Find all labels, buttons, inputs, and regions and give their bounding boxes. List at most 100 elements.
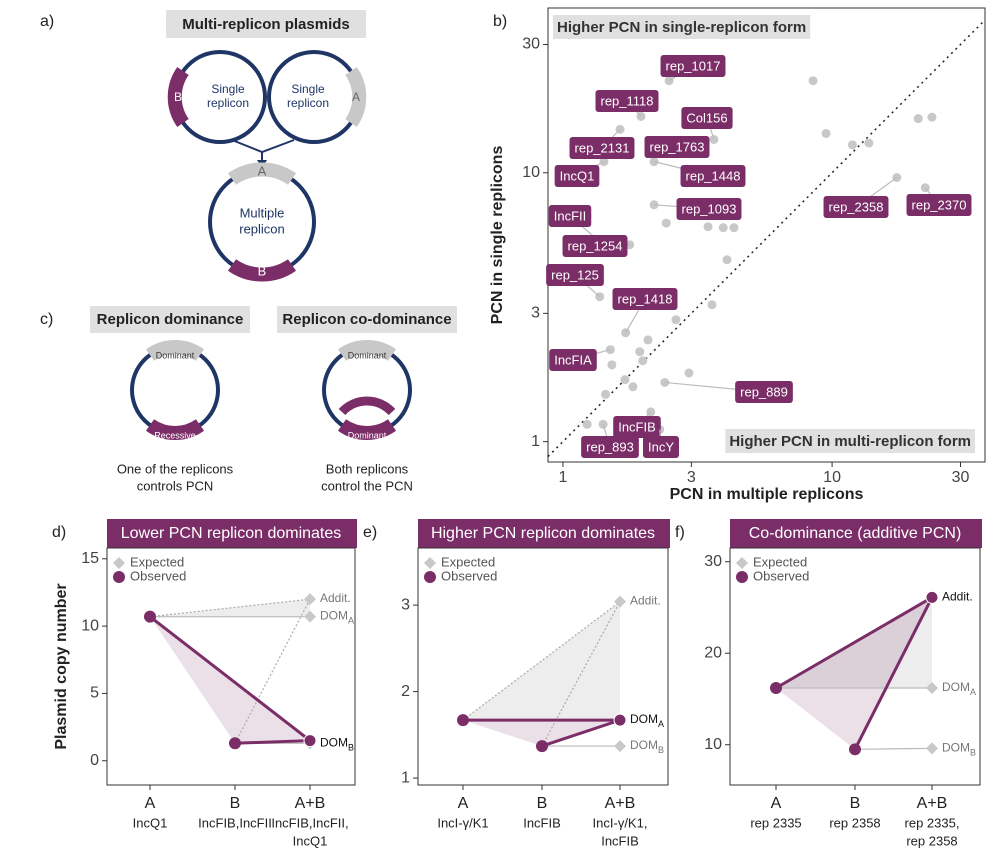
point xyxy=(729,223,739,233)
expected-label-sub: A xyxy=(658,720,664,730)
panel-letter: b) xyxy=(493,13,507,30)
point-label: Col156 xyxy=(686,110,727,125)
point xyxy=(718,223,728,233)
point xyxy=(643,335,653,345)
point-label: IncFIA xyxy=(554,352,592,367)
x-axis-title: PCN in multiple replicons xyxy=(670,486,864,503)
point-label: rep_2131 xyxy=(575,140,630,155)
title-box xyxy=(166,10,366,38)
expected-line xyxy=(234,598,311,744)
observed-point xyxy=(613,713,627,727)
point-label-box xyxy=(735,381,793,403)
expected-label-text: DOM xyxy=(630,738,658,752)
expected-label: DOMB xyxy=(630,738,664,755)
plasmid-text: replicon xyxy=(287,96,329,110)
y-tick-label: 10 xyxy=(81,617,99,634)
title-box xyxy=(90,306,250,333)
legend-swatch xyxy=(424,571,436,583)
expected-point xyxy=(926,682,938,695)
caption: control the PCN xyxy=(321,478,413,493)
replicon-arc xyxy=(145,339,205,361)
point-label-box xyxy=(613,416,661,438)
point xyxy=(582,419,592,429)
y-tick-label: 15 xyxy=(81,550,99,567)
x-tick-label: A xyxy=(771,795,782,812)
point-label-box xyxy=(644,136,710,158)
expected-label-text: Addit. xyxy=(630,594,661,608)
panel-letter: e) xyxy=(363,524,377,541)
point-label-box xyxy=(680,165,746,187)
category-detail: IncFIB,IncFII xyxy=(198,815,272,830)
title-box xyxy=(107,519,357,548)
legend-label: Observed xyxy=(441,568,497,583)
identity-line xyxy=(547,19,986,458)
y-axis-title: Plasmid copy number xyxy=(53,583,70,749)
x-tick-label: A xyxy=(458,795,469,812)
x-tick-label: B xyxy=(230,795,241,812)
point-label-box xyxy=(660,55,726,77)
expected-label-text: DOM xyxy=(942,741,970,755)
point-label-box xyxy=(612,288,678,310)
x-tick-label: 3 xyxy=(687,469,696,486)
legend-label: Expected xyxy=(130,554,184,569)
expected-label-text: DOM xyxy=(320,609,348,623)
point xyxy=(808,76,818,86)
point xyxy=(607,360,617,370)
panel-title: Multi-replicon plasmids xyxy=(182,16,350,33)
point xyxy=(707,300,717,310)
expected-point xyxy=(304,593,316,606)
arc-label: Recessive xyxy=(154,430,196,440)
legend-label: Observed xyxy=(130,568,186,583)
legend-swatch xyxy=(113,557,125,569)
plasmid-text: replicon xyxy=(239,221,285,236)
point-label: rep_893 xyxy=(586,439,634,454)
panel-letter: f) xyxy=(675,524,685,541)
plot-frame xyxy=(547,7,986,463)
y-tick-label: 5 xyxy=(90,685,99,702)
observed-line xyxy=(541,718,621,748)
category-detail: IncFIB xyxy=(601,833,639,848)
panel-letter: a) xyxy=(40,13,54,30)
point-label: rep_1093 xyxy=(682,201,737,216)
x-tick-label: A+B xyxy=(605,795,636,812)
point-label: rep_1254 xyxy=(568,238,623,253)
legend-swatch xyxy=(424,557,436,569)
expected-label-text: Addit. xyxy=(942,590,973,604)
y-tick-label: 10 xyxy=(522,164,540,181)
point xyxy=(661,218,671,228)
point xyxy=(864,138,874,148)
panel-title: Co-dominance (additive PCN) xyxy=(749,525,962,542)
point-label: rep_125 xyxy=(551,267,599,282)
expected-label: DOMB xyxy=(320,735,354,752)
replicon-arc xyxy=(227,162,297,185)
point-label: rep_1118 xyxy=(600,93,653,108)
point-label-box xyxy=(569,137,635,159)
y-tick-label: 2 xyxy=(401,683,410,700)
legend-label: Expected xyxy=(753,554,807,569)
category-detail: IncI-γ/K1 xyxy=(437,815,488,830)
replicon-arc xyxy=(338,396,396,416)
expected-label: DOMA xyxy=(320,609,354,626)
expected-label: Addit. xyxy=(320,591,351,605)
point xyxy=(601,389,611,399)
point xyxy=(671,315,681,325)
point-label-box xyxy=(562,235,628,257)
point xyxy=(620,375,630,385)
point xyxy=(913,114,923,124)
annotation: Higher PCN in multi-replicon form xyxy=(729,433,971,450)
legend-swatch xyxy=(113,571,125,583)
observed-line xyxy=(234,739,311,745)
point-label-box xyxy=(581,436,639,458)
y-tick-label: 0 xyxy=(90,752,99,769)
point-label-box xyxy=(549,349,597,371)
category-detail: IncQ1 xyxy=(133,815,168,830)
category-detail: rep 2358 xyxy=(829,815,880,830)
replicon-arc xyxy=(337,339,397,361)
expected-line xyxy=(541,601,621,747)
point-label: IncQ1 xyxy=(560,168,595,183)
caption: Both replicons xyxy=(326,461,409,476)
y-tick-label: 30 xyxy=(704,553,722,570)
plasmid-text: Single xyxy=(211,82,245,96)
expected-label-sub: B xyxy=(970,748,976,758)
